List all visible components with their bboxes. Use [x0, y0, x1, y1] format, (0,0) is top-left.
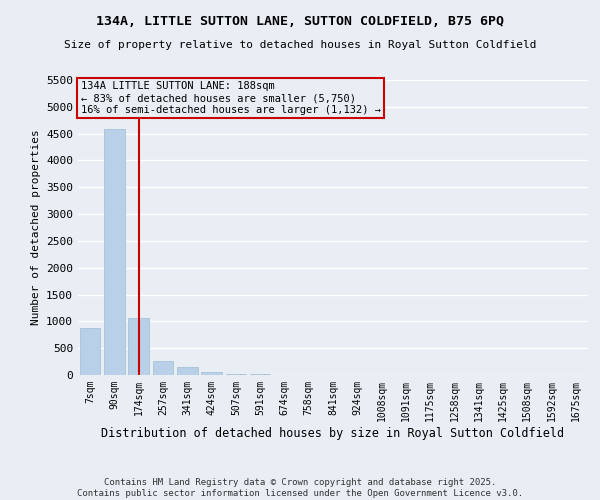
- Text: 134A LITTLE SUTTON LANE: 188sqm
← 83% of detached houses are smaller (5,750)
16%: 134A LITTLE SUTTON LANE: 188sqm ← 83% of…: [80, 82, 380, 114]
- Bar: [177, 368, 197, 375]
- Text: Size of property relative to detached houses in Royal Sutton Coldfield: Size of property relative to detached ho…: [64, 40, 536, 50]
- Bar: [152, 360, 173, 375]
- Bar: [104, 130, 125, 375]
- Bar: [80, 328, 100, 375]
- Text: 134A, LITTLE SUTTON LANE, SUTTON COLDFIELD, B75 6PQ: 134A, LITTLE SUTTON LANE, SUTTON COLDFIE…: [96, 15, 504, 28]
- Bar: [128, 318, 149, 375]
- Bar: [250, 374, 271, 375]
- Y-axis label: Number of detached properties: Number of detached properties: [31, 130, 41, 326]
- X-axis label: Distribution of detached houses by size in Royal Sutton Coldfield: Distribution of detached houses by size …: [101, 426, 565, 440]
- Text: Contains HM Land Registry data © Crown copyright and database right 2025.
Contai: Contains HM Land Registry data © Crown c…: [77, 478, 523, 498]
- Bar: [226, 374, 246, 375]
- Bar: [201, 372, 222, 375]
